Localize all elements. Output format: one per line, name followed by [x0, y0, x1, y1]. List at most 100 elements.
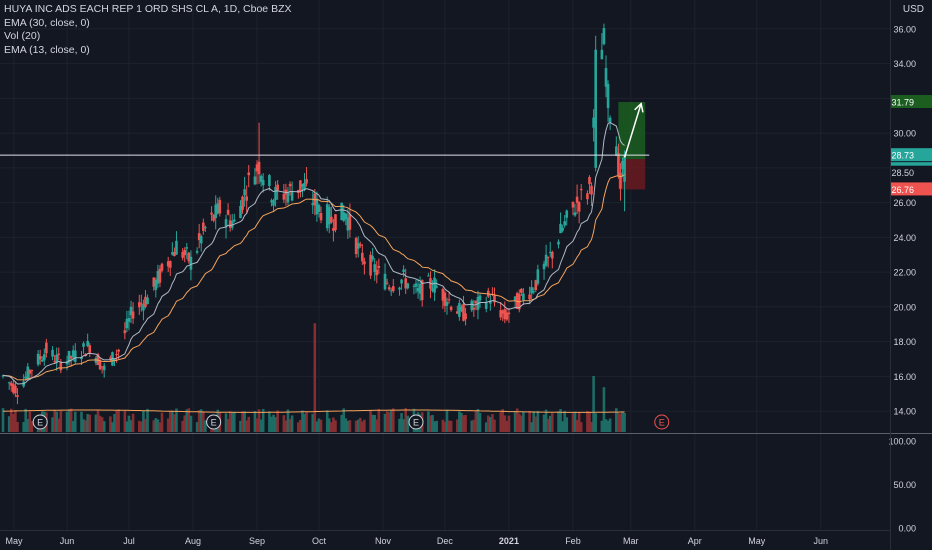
candle-body	[216, 203, 220, 214]
volume-bar	[171, 410, 174, 432]
candle-body	[470, 300, 474, 311]
candle-body	[623, 155, 626, 182]
volume-bar	[586, 410, 589, 432]
volume-bar	[501, 409, 505, 432]
ema13-line	[2, 122, 625, 385]
volume-bar	[456, 419, 459, 432]
candle-body	[375, 269, 379, 276]
volume-bar	[290, 415, 294, 432]
candle-body	[507, 312, 511, 315]
candle-body	[317, 204, 321, 212]
price-tick-label: 34.00	[893, 59, 916, 69]
volume-bar	[82, 419, 85, 432]
earnings-icon: E	[32, 414, 48, 430]
volume-bar	[600, 420, 604, 432]
volume-bar	[245, 420, 248, 432]
volume-bar	[615, 408, 618, 432]
volume-bar	[447, 420, 451, 432]
earnings-marker-label: E	[211, 418, 217, 428]
price-tick-label: 30.00	[893, 129, 916, 139]
ema30-legend[interactable]: EMA (30, close, 0)	[4, 16, 90, 29]
grid	[0, 0, 890, 530]
volume-bar	[575, 419, 579, 432]
candle-body	[185, 247, 189, 249]
candle-body	[86, 340, 89, 346]
volume-bar	[344, 418, 348, 432]
candle-body	[474, 301, 478, 304]
symbol-title[interactable]: HUYA INC ADS EACH REP 1 ORD SHS CL A, 1D…	[4, 3, 292, 15]
earnings-marker-label: E	[413, 418, 419, 428]
volume-bar	[435, 420, 438, 432]
volume-bar	[402, 419, 405, 432]
volume-bar	[515, 408, 519, 432]
volume-bar	[270, 416, 273, 432]
volume-bar	[102, 421, 106, 432]
candle-body	[127, 318, 131, 322]
candle-body	[551, 251, 554, 259]
candle-body	[332, 227, 335, 231]
candle-body	[45, 342, 48, 354]
candle-body	[115, 354, 118, 356]
arrow-head	[634, 102, 644, 113]
candle-body	[189, 256, 193, 270]
volume-bar	[563, 410, 566, 432]
volume-bar	[168, 410, 172, 432]
volume-bar	[460, 412, 463, 432]
candle-body	[377, 265, 381, 268]
candle-body	[464, 313, 467, 320]
candle-body	[387, 287, 391, 290]
volume-bar	[356, 419, 360, 432]
time-tick-label: Sep	[249, 536, 265, 546]
candle-body	[536, 269, 540, 284]
candle-body	[460, 306, 463, 311]
candle-body	[59, 361, 63, 371]
volume-bar	[478, 412, 482, 432]
candle-body	[158, 268, 162, 283]
candle-body	[274, 187, 277, 201]
volume-bar	[462, 415, 465, 432]
volume-bar	[617, 413, 620, 432]
volume-bar	[80, 411, 83, 432]
ema13-legend[interactable]: EMA (13, close, 0)	[4, 43, 90, 56]
candle-body	[505, 312, 509, 320]
volume-bar	[123, 410, 127, 432]
candle-body	[305, 179, 308, 184]
candle-body	[38, 356, 42, 360]
volume-bar	[385, 411, 389, 432]
candle-body	[137, 302, 141, 308]
volume-bar	[536, 410, 540, 432]
volume-bar	[156, 419, 160, 432]
volume-bar	[427, 411, 430, 432]
volume-bar	[363, 419, 366, 432]
volume-bar	[131, 413, 135, 432]
candle-body	[268, 175, 271, 186]
candle-body	[26, 366, 30, 380]
volume-bar	[369, 410, 372, 432]
candle-body	[503, 309, 507, 320]
volume-bar	[443, 421, 447, 432]
volume-bar	[546, 418, 550, 432]
volume-bar	[303, 413, 306, 432]
earnings-marker-circle	[654, 414, 670, 430]
volume-bar	[334, 420, 337, 432]
price-tick-label: 26.00	[893, 198, 916, 208]
volume-bar	[449, 420, 453, 432]
volume-bar	[226, 418, 230, 432]
candle-body	[604, 68, 608, 87]
volume-bar	[305, 412, 308, 432]
volume-bar	[619, 413, 622, 432]
volume-legend[interactable]: Vol (20)	[4, 30, 41, 42]
candle-body	[168, 261, 172, 268]
candle-body	[330, 216, 333, 223]
volume-bar	[398, 418, 401, 432]
volume-bar	[230, 412, 234, 432]
candle-body	[245, 196, 248, 201]
candle-body	[210, 212, 213, 215]
time-tick-label: Mar	[623, 536, 639, 546]
candle-body	[282, 194, 286, 200]
volume-bar	[140, 421, 143, 432]
volume-bar	[173, 414, 176, 432]
volume-bar	[261, 408, 265, 432]
